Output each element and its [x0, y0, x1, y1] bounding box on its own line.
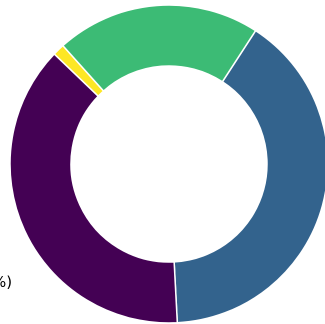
donut-slice-1 [9, 52, 179, 324]
donut-slice-3 [61, 4, 257, 93]
donut-slice-0 [173, 29, 325, 324]
slice-group [9, 4, 325, 324]
label-fragment-lower: %) [0, 273, 12, 291]
